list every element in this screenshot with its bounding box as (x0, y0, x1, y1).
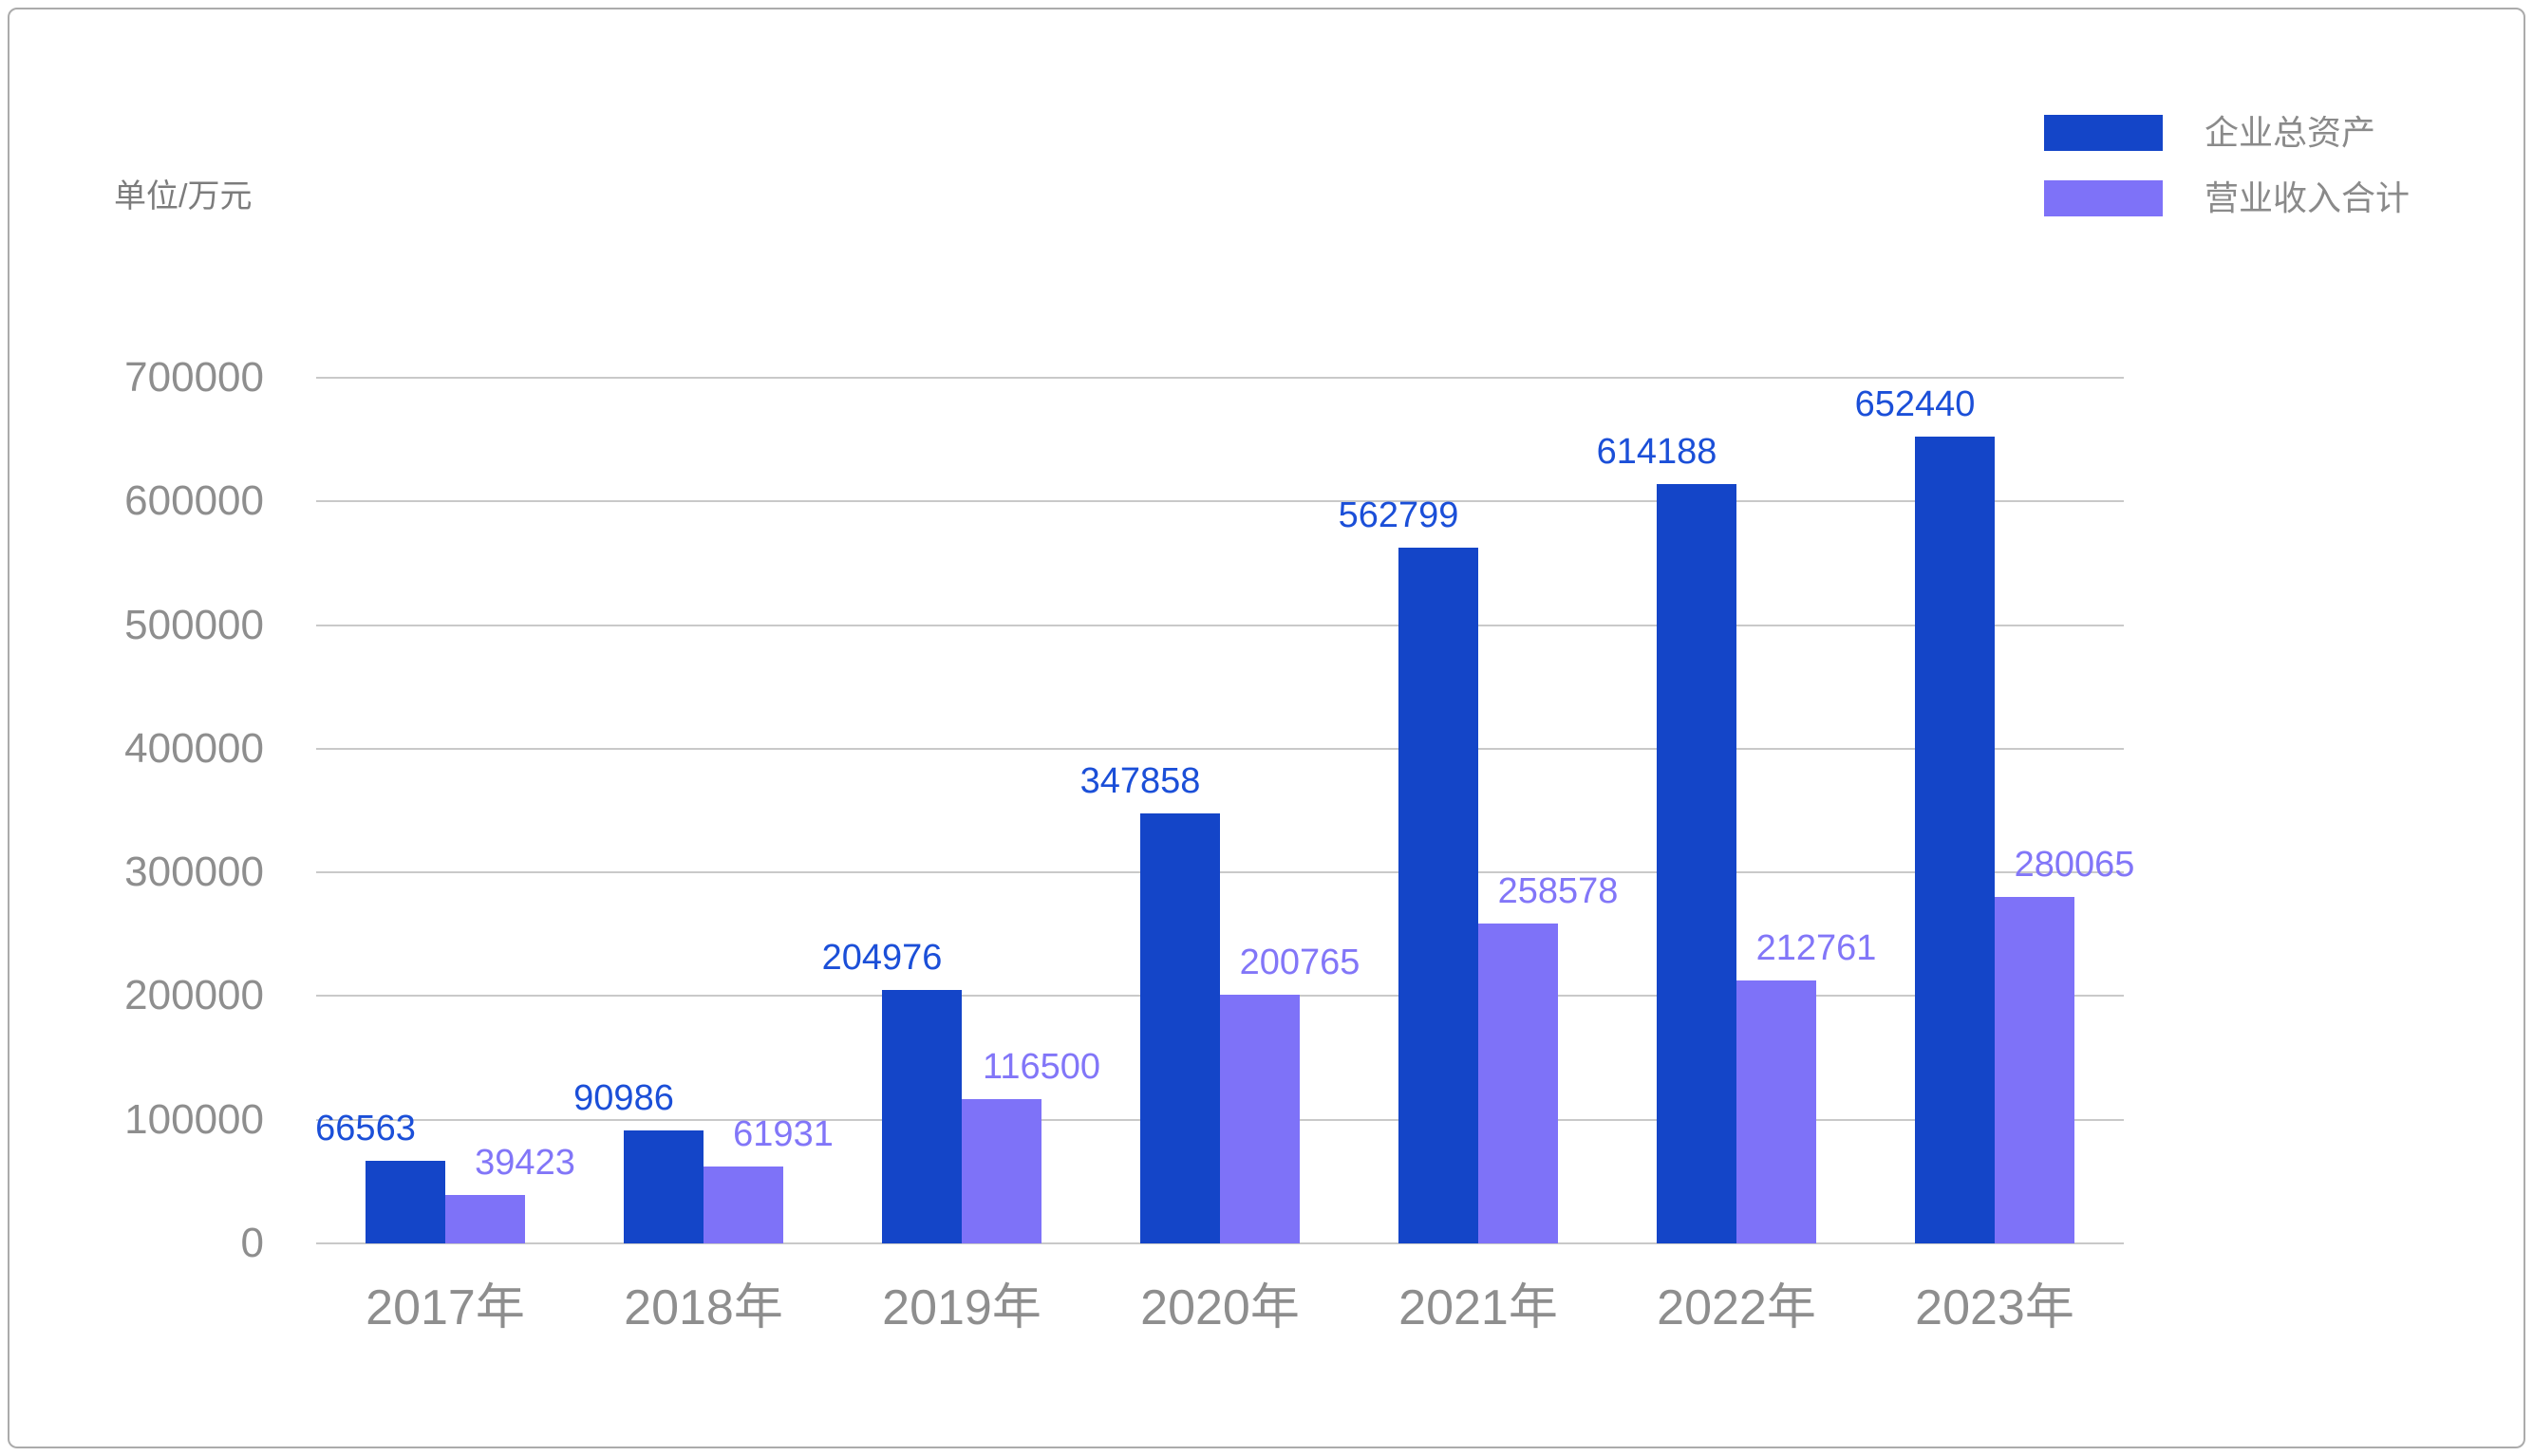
bar-assets-2020 (1140, 813, 1220, 1243)
legend-label-assets: 企业总资产 (2205, 113, 2376, 152)
y-axis-tick-label-400000: 400000 (124, 725, 264, 772)
y-axis-unit-label: 单位/万元 (114, 178, 253, 215)
bar-revenue-2021 (1478, 924, 1558, 1243)
bar-group-2018: 90986 61931 (573, 378, 834, 1243)
bar-revenue-2017 (445, 1195, 525, 1243)
gridline-700000 (316, 377, 2124, 379)
y-axis-tick-label-600000: 600000 (124, 477, 264, 524)
bar-group-2020: 347858 200765 (1080, 378, 1360, 1243)
value-label-revenue-2020: 200765 (1239, 943, 1360, 982)
gridline-400000 (316, 748, 2124, 750)
bar-assets-2019 (882, 990, 962, 1243)
bar-revenue-2022 (1736, 980, 1816, 1243)
bar-group-2022: 614188 212761 (1597, 378, 1876, 1243)
bar-assets-2021 (1398, 548, 1478, 1243)
x-axis-tick-label-2018: 2018年 (624, 1280, 783, 1335)
x-axis-tick-label-2020: 2020年 (1140, 1280, 1300, 1335)
gridline-0 (316, 1242, 2124, 1244)
bar-revenue-2023 (1995, 897, 2074, 1243)
value-label-assets-2022: 614188 (1596, 432, 1717, 472)
value-label-assets-2017: 66563 (315, 1109, 416, 1148)
y-axis-tick-label-0: 0 (240, 1220, 264, 1266)
bar-assets-2022 (1657, 484, 1736, 1243)
bar-revenue-2020 (1220, 995, 1300, 1243)
x-axis-tick-label-2017: 2017年 (366, 1280, 525, 1335)
value-label-assets-2020: 347858 (1079, 761, 1201, 801)
value-label-revenue-2018: 61931 (733, 1114, 834, 1154)
plot-area: 66563 39423 90986 61931 204976 116500 347858 20… (315, 377, 2134, 1244)
y-axis-tick-label-100000: 100000 (124, 1096, 264, 1143)
bar-assets-2018 (624, 1130, 704, 1243)
legend-item-revenue[interactable]: 营业收入合计 (2044, 180, 2410, 216)
bar-group-2023: 652440 280065 (1855, 378, 2134, 1243)
bar-group-2019: 204976 116500 (822, 378, 1100, 1243)
y-axis-tick-label-500000: 500000 (124, 602, 264, 648)
value-label-assets-2019: 204976 (821, 938, 943, 978)
bar-group-2021: 562799 258578 (1339, 378, 1618, 1243)
value-label-assets-2018: 90986 (573, 1078, 674, 1118)
legend-swatch-assets (2044, 115, 2163, 151)
x-axis-tick-label-2022: 2022年 (1657, 1280, 1816, 1335)
y-axis-tick-label-300000: 300000 (124, 849, 264, 895)
value-label-revenue-2017: 39423 (475, 1143, 575, 1183)
value-label-revenue-2019: 116500 (983, 1047, 1100, 1087)
y-axis-tick-label-700000: 700000 (124, 354, 264, 401)
x-axis-tick-label-2021: 2021年 (1398, 1280, 1558, 1335)
value-label-revenue-2022: 212761 (1755, 928, 1877, 968)
bar-revenue-2019 (962, 1099, 1041, 1243)
bar-group-2017: 66563 39423 (315, 378, 575, 1243)
legend-item-assets[interactable]: 企业总资产 (2044, 115, 2375, 151)
bar-assets-2023 (1915, 437, 1995, 1243)
x-axis-tick-label-2019: 2019年 (882, 1280, 1041, 1335)
value-label-assets-2021: 562799 (1338, 495, 1459, 535)
y-axis-tick-label-200000: 200000 (124, 972, 264, 1018)
gridline-300000 (316, 871, 2124, 873)
bar-revenue-2018 (704, 1167, 783, 1243)
value-label-assets-2023: 652440 (1854, 384, 1976, 424)
bar-assets-2017 (366, 1161, 445, 1243)
legend-swatch-revenue (2044, 180, 2163, 216)
x-axis-tick-label-2023: 2023年 (1915, 1280, 2074, 1335)
value-label-revenue-2023: 280065 (2014, 845, 2135, 885)
legend-label-revenue: 营业收入合计 (2205, 178, 2411, 217)
gridline-600000 (316, 500, 2124, 502)
value-label-revenue-2021: 258578 (1497, 871, 1619, 911)
gridline-500000 (316, 625, 2124, 626)
